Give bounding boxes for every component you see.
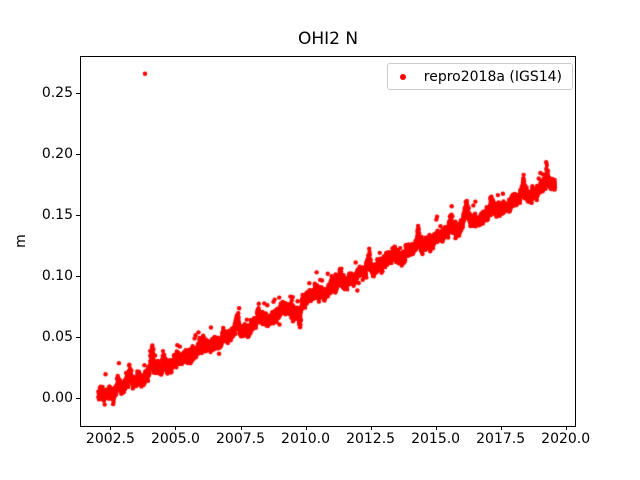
- x-tick-mark: [240, 426, 242, 430]
- legend-entry-label: repro2018a (IGS14): [423, 68, 562, 85]
- x-tick-label: 2020.0: [541, 431, 591, 447]
- y-tick-label: 0.05: [41, 328, 73, 345]
- x-tick-label: 2017.5: [476, 431, 526, 447]
- x-tick-label: 2010.0: [281, 431, 331, 447]
- x-tick-label: 2002.5: [85, 431, 135, 447]
- x-tick-mark: [565, 426, 567, 430]
- x-tick-label: 2012.5: [346, 431, 396, 447]
- x-tick-mark: [435, 426, 437, 430]
- x-tick-mark: [370, 426, 372, 430]
- y-tick-label: 0.00: [41, 389, 73, 406]
- scatter-series-canvas: [81, 57, 575, 426]
- x-tick-label: 2005.0: [150, 431, 200, 447]
- y-tick-mark: [76, 93, 80, 95]
- x-tick-mark: [110, 426, 112, 430]
- x-tick-mark: [175, 426, 177, 430]
- y-tick-mark: [76, 397, 80, 399]
- x-tick-mark: [305, 426, 307, 430]
- y-axis-label: m: [12, 234, 29, 248]
- legend: repro2018a (IGS14): [386, 63, 573, 90]
- plot-area: repro2018a (IGS14): [80, 56, 576, 427]
- y-tick-mark: [76, 276, 80, 278]
- y-tick-label: 0.20: [41, 146, 73, 163]
- y-tick-mark: [76, 154, 80, 156]
- y-tick-label: 0.15: [41, 207, 73, 224]
- y-tick-mark: [76, 215, 80, 217]
- y-tick-label: 0.25: [41, 85, 73, 102]
- chart-title: OHI2 N: [297, 29, 359, 49]
- y-tick-label: 0.10: [41, 268, 73, 285]
- x-tick-label: 2007.5: [216, 431, 265, 447]
- x-tick-label: 2015.0: [411, 431, 461, 447]
- y-tick-mark: [76, 336, 80, 338]
- x-tick-mark: [500, 426, 502, 430]
- legend-marker-dot-icon: [399, 73, 406, 80]
